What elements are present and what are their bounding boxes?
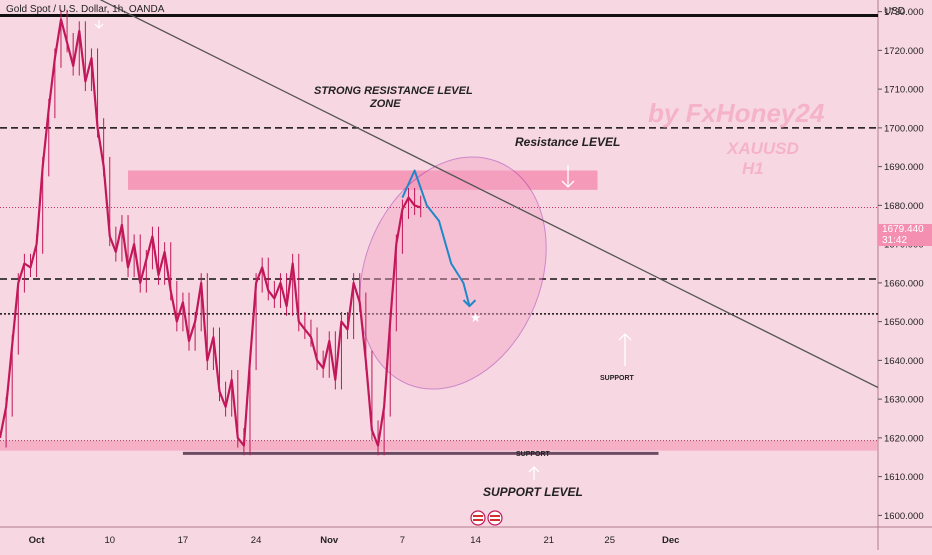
candle-countdown: 31:42 [878,235,932,246]
y-tick-label: 1640.000 [884,356,924,367]
flag-stripe [473,515,483,517]
currency-label: USD [884,6,906,17]
highlight-ellipse [359,156,547,390]
x-tick-label: 14 [470,535,481,546]
y-tick-label: 1710.000 [884,85,924,96]
y-tick-label: 1680.000 [884,201,924,212]
y-tick-label: 1720.000 [884,46,924,57]
descending-trendline [99,0,879,389]
y-tick-label: 1730.000 [884,7,924,18]
x-tick-label: 10 [104,535,115,546]
x-tick-label: 21 [543,535,554,546]
top-arrow-icon [94,20,104,29]
resistance-level-label: Resistance LEVEL [515,135,621,149]
us-flag-icon[interactable] [487,510,503,526]
x-tick-label: 17 [178,535,189,546]
price-line [0,18,422,447]
x-tick-label: 7 [400,535,405,546]
watermark-timeframe: H1 [742,159,764,178]
support-band [0,440,878,451]
y-tick-label: 1610.000 [884,472,924,483]
y-tick-label: 1660.000 [884,278,924,289]
event-flags[interactable] [470,510,503,526]
projection-group: ★ [401,169,482,325]
up-arrow-icon [618,333,632,366]
time-axis: Oct 10 17 24 Nov 7 14 21 25 Dec [29,535,680,546]
trendline-group[interactable] [0,0,879,389]
strong-resistance-label: STRONG RESISTANCE LEVEL [314,85,473,97]
annotation-arrows [94,20,632,480]
flag-stripe [490,519,500,521]
x-tick-label: Nov [320,535,339,546]
resistance-zone [128,170,598,190]
flag-stripe [473,519,483,521]
y-tick-label: 1620.000 [884,433,924,444]
up-arrow-small-icon [528,466,540,480]
projection-path [401,169,471,307]
price-series [0,9,878,456]
symbol-title: Gold Spot / U.S. Dollar, 1h, OANDA [6,4,165,15]
down-arrow-icon [561,165,575,188]
flag-stripe [490,515,500,517]
us-flag-icon[interactable] [470,510,486,526]
support-band-label: SUPPORT [516,451,550,458]
x-tick-label: 24 [251,535,262,546]
target-star-icon: ★ [470,310,482,325]
watermark-brand: by FxHoney24 [648,98,825,128]
y-tick-label: 1650.000 [884,317,924,328]
support-level-label: SUPPORT LEVEL [483,485,583,499]
highlight-ellipse-group [359,156,547,390]
watermark-pair: XAUUSD [727,139,799,158]
x-tick-label: Oct [29,535,46,546]
resistance-zone-group [128,170,598,190]
current-price-tag: 1679.440 [878,224,932,235]
y-tick-label: 1630.000 [884,395,924,406]
zone-label: ZONE [370,98,401,110]
horizontal-levels [0,14,878,455]
y-tick-label: 1600.000 [884,511,924,522]
x-tick-label: Dec [662,535,679,546]
y-tick-label: 1690.000 [884,162,924,173]
x-tick-label: 25 [604,535,615,546]
projection-arrow-icon [462,299,477,308]
support-label-right: SUPPORT [600,375,634,382]
y-tick-label: 1700.000 [884,123,924,134]
